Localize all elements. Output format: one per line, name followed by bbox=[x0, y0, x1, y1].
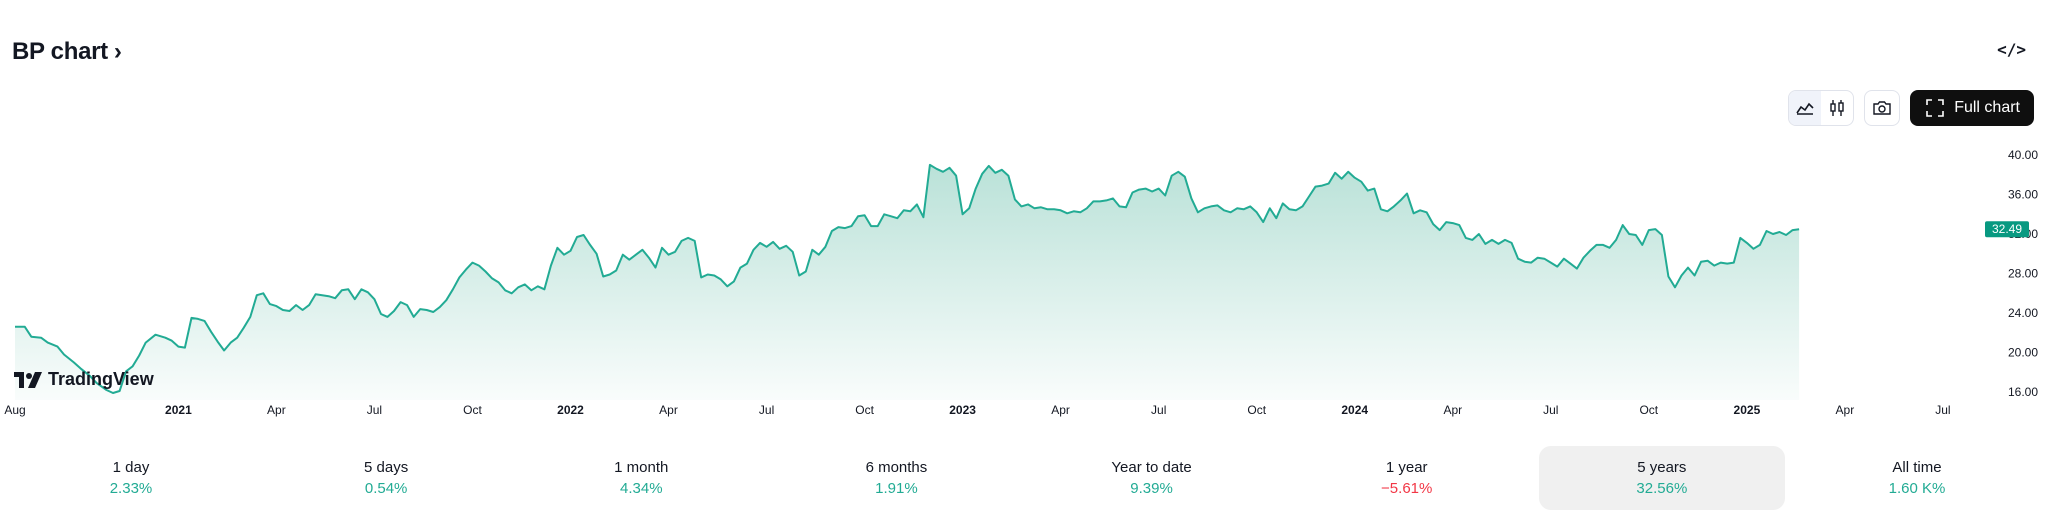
x-tick-label: Apr bbox=[659, 403, 678, 417]
period-label: 1 month bbox=[614, 459, 669, 476]
candlestick-icon[interactable] bbox=[1821, 91, 1853, 125]
period-change: 9.39% bbox=[1130, 480, 1173, 497]
y-tick-label: 40.00 bbox=[2008, 148, 2038, 162]
period-change: 4.34% bbox=[620, 480, 663, 497]
y-tick-label: 28.00 bbox=[2008, 267, 2038, 281]
x-tick-label: Jul bbox=[1935, 403, 1950, 417]
period-label: 1 year bbox=[1385, 459, 1428, 476]
period-5-years[interactable]: 5 years 32.56% bbox=[1538, 446, 1785, 510]
period-6-months[interactable]: 6 months 1.91% bbox=[773, 446, 1019, 510]
x-tick-label: Oct bbox=[463, 403, 482, 417]
last-price-label: 32.49 bbox=[1992, 222, 2022, 236]
x-tick-label: Jul bbox=[1543, 403, 1558, 417]
last-price-badge bbox=[1985, 221, 2029, 238]
period-label: 6 months bbox=[865, 459, 928, 476]
page-title: BP chart bbox=[12, 38, 108, 65]
period-label: 1 day bbox=[112, 459, 150, 476]
period-label: Year to date bbox=[1111, 459, 1192, 476]
period-1-day[interactable]: 1 day 2.33% bbox=[8, 446, 254, 510]
price-area-fill bbox=[15, 164, 1800, 400]
period-5-days[interactable]: 5 days 0.54% bbox=[263, 446, 509, 510]
chart-style-toggle bbox=[1788, 90, 1855, 126]
chart-title-link[interactable]: BP chart › bbox=[12, 38, 122, 66]
period-label: 5 days bbox=[364, 459, 409, 476]
y-tick-label: 20.00 bbox=[2008, 346, 2038, 360]
fullscreen-icon bbox=[1926, 99, 1945, 117]
x-tick-label: Jul bbox=[367, 403, 382, 417]
period-label: 5 years bbox=[1637, 459, 1687, 476]
x-tick-label: 2024 bbox=[1341, 403, 1368, 417]
x-tick-label: 2023 bbox=[949, 403, 976, 417]
period-selector: 1 day 2.33% 5 days 0.54% 1 month 4.34% 6 mo… bbox=[8, 446, 2040, 510]
period-label: All time bbox=[1892, 459, 1942, 476]
x-tick-label: Oct bbox=[1639, 403, 1658, 417]
period-change: 32.56% bbox=[1636, 480, 1688, 497]
x-tick-label: Aug bbox=[4, 403, 25, 417]
area-chart-icon[interactable] bbox=[1789, 91, 1822, 125]
price-line bbox=[15, 163, 1800, 394]
period-all-time[interactable]: All time 1.60 K% bbox=[1794, 446, 2040, 510]
full-chart-label: Full chart bbox=[1954, 99, 2020, 116]
x-tick-label: Oct bbox=[1247, 403, 1266, 417]
period-change: 2.33% bbox=[109, 480, 153, 497]
x-tick-label: Apr bbox=[1443, 403, 1462, 417]
x-tick-label: Apr bbox=[1836, 403, 1855, 417]
period-change: 0.54% bbox=[364, 480, 408, 497]
full-chart-button[interactable]: Full chart bbox=[1910, 90, 2034, 126]
x-tick-label: Jul bbox=[1151, 403, 1166, 417]
x-tick-label: 2025 bbox=[1734, 403, 1761, 417]
chart-toolbar: Full chart bbox=[1788, 90, 2034, 126]
code-icon[interactable]: </> bbox=[1997, 40, 2026, 59]
x-tick-label: Apr bbox=[267, 403, 286, 417]
x-tick-label: 2022 bbox=[557, 403, 584, 417]
tradingview-logo: TradingView bbox=[14, 369, 154, 390]
camera-icon[interactable] bbox=[1864, 90, 1901, 126]
x-tick-label: Jul bbox=[759, 403, 774, 417]
period-year-to-date[interactable]: Year to date 9.39% bbox=[1029, 446, 1275, 510]
period-1-month[interactable]: 1 month 4.34% bbox=[518, 446, 764, 510]
x-tick-label: 2021 bbox=[165, 403, 192, 417]
x-tick-label: Apr bbox=[1051, 403, 1070, 417]
y-tick-label: 16.00 bbox=[2008, 385, 2038, 399]
tradingview-logo-icon bbox=[14, 371, 42, 388]
y-tick-label: 36.00 bbox=[2008, 188, 2038, 202]
chevron-right-icon: › bbox=[113, 38, 122, 65]
period-change: 1.60 K% bbox=[1888, 480, 1946, 497]
x-tick-label: Oct bbox=[855, 403, 874, 417]
tradingview-logo-text: TradingView bbox=[48, 369, 154, 389]
y-tick-label: 24.00 bbox=[2008, 306, 2038, 320]
period-change: 1.91% bbox=[875, 480, 918, 497]
period-change: −5.61% bbox=[1381, 480, 1433, 497]
period-1-year[interactable]: 1 year −5.61% bbox=[1284, 446, 1530, 510]
